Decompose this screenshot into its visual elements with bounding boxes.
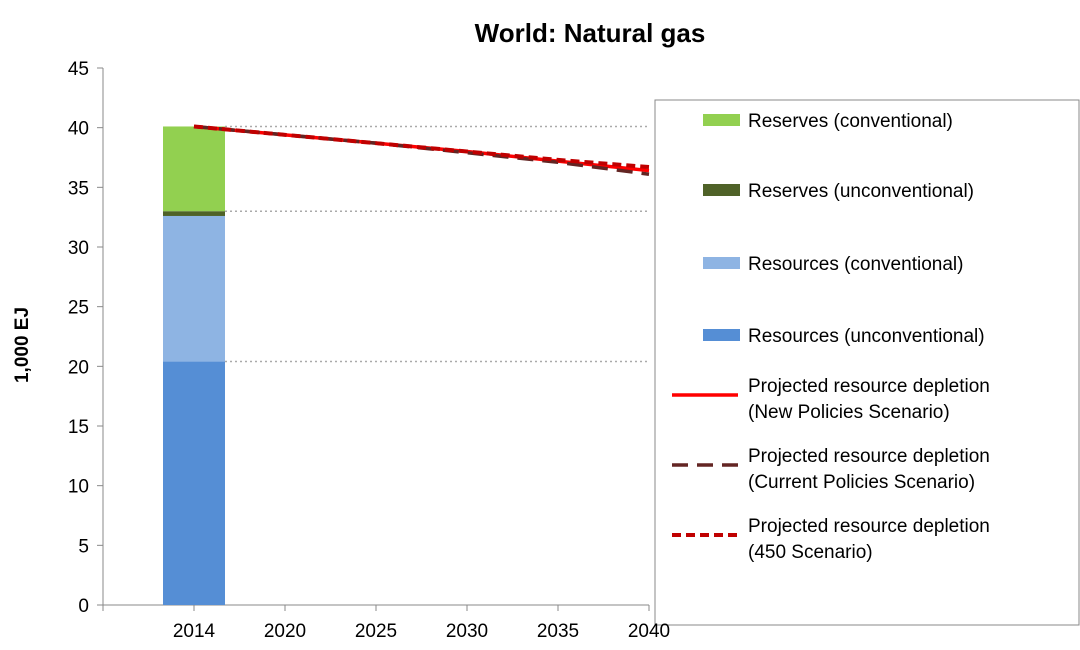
legend-label: Reserves (conventional) (748, 111, 953, 132)
x-tick-label: 2025 (355, 621, 397, 642)
legend-label: (450 Scenario) (748, 542, 873, 563)
y-tick-label: 10 (68, 477, 89, 498)
bar-segment (163, 211, 225, 216)
legend-label: Projected resource depletion (748, 516, 990, 537)
x-tick-label: 2040 (628, 621, 670, 642)
x-tick-label: 2035 (537, 621, 579, 642)
y-tick-label: 0 (78, 596, 89, 617)
y-axis-label: 1,000 EJ (12, 307, 33, 383)
legend-label: Reserves (unconventional) (748, 181, 974, 202)
x-tick-label: 2030 (446, 621, 488, 642)
x-tick-label: 2020 (264, 621, 306, 642)
legend-label: (New Policies Scenario) (748, 402, 950, 423)
bar-segment (163, 126, 225, 212)
y-tick-label: 15 (68, 417, 89, 438)
y-tick-label: 25 (68, 298, 89, 319)
x-tick-label: 2014 (173, 621, 216, 642)
chart-title: World: Natural gas (475, 18, 706, 48)
y-tick-label: 30 (68, 238, 89, 259)
y-tick-label: 5 (78, 536, 89, 557)
y-tick-label: 45 (68, 59, 89, 80)
legend-swatch (703, 184, 740, 196)
legend-swatch (703, 257, 740, 269)
legend-label: Resources (conventional) (748, 254, 963, 275)
y-tick-label: 40 (68, 119, 89, 140)
bar-segment (163, 215, 225, 362)
legend-label: Projected resource depletion (748, 446, 990, 467)
legend-swatch (703, 329, 740, 341)
legend-label: (Current Policies Scenario) (748, 472, 975, 493)
depletion-line (193, 124, 650, 170)
y-tick-label: 20 (68, 357, 89, 378)
y-tick-label: 35 (68, 178, 89, 199)
legend-label: Projected resource depletion (748, 376, 990, 397)
bar-segment (163, 361, 225, 605)
legend-swatch (703, 114, 740, 126)
legend-label: Resources (unconventional) (748, 326, 985, 347)
